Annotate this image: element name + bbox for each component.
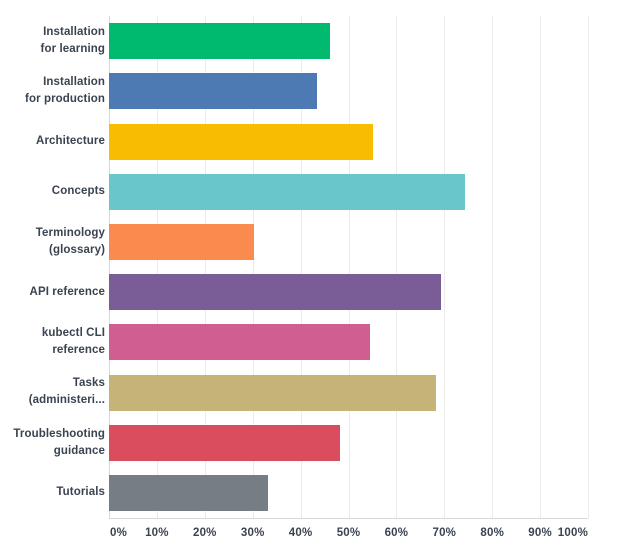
bar-8 [109, 374, 437, 411]
gridline [348, 16, 350, 518]
bar-7 [109, 324, 370, 361]
y-axis-label: Concepts [51, 185, 105, 198]
y-axis-label: Troubleshooting guidance [13, 427, 105, 457]
x-axis-tick-label: 20% [192, 527, 217, 539]
y-axis-label: Terminology (glossary) [35, 226, 105, 256]
bar-2 [109, 73, 317, 110]
bar-1 [109, 23, 331, 60]
gridline [252, 16, 254, 518]
gridline [204, 16, 206, 518]
x-axis-tick-label: 30% [240, 527, 265, 539]
gridline [492, 16, 494, 518]
y-axis-label: Installation for production [25, 76, 105, 106]
bar-9 [109, 424, 341, 461]
x-axis-tick-label: 90% [528, 527, 552, 539]
gridline [588, 16, 589, 518]
bar-5 [109, 223, 255, 260]
x-axis-tick-label: 10% [145, 527, 169, 539]
y-axis-label: kubectl CLI reference [41, 327, 105, 357]
gridline [444, 16, 446, 518]
bar-6 [109, 274, 442, 311]
x-axis-tick-label: 0% [110, 527, 128, 539]
gridline [300, 16, 302, 518]
y-axis-label: Architecture [36, 134, 105, 147]
x-axis-tick-label: 60% [384, 527, 409, 539]
x-axis-tick-label: 40% [288, 527, 313, 539]
plot-area [109, 16, 589, 519]
gridline [156, 16, 158, 518]
x-axis-tick-label: 50% [336, 527, 361, 539]
y-axis-label: Tutorials [56, 486, 105, 499]
y-axis-line [109, 16, 110, 518]
gridline [396, 16, 398, 518]
bar-3 [109, 123, 374, 160]
y-axis-label: Installation for learning [40, 26, 105, 56]
y-axis-label: API reference [29, 285, 105, 298]
y-axis-label: Tasks (administeri... [28, 377, 105, 407]
gridline [540, 16, 542, 518]
x-axis-tick-label: 70% [432, 527, 457, 539]
x-axis-tick-label: 100% [557, 527, 588, 539]
bar-10 [109, 474, 268, 511]
bar-4 [109, 173, 465, 210]
x-axis-tick-label: 80% [480, 527, 504, 539]
